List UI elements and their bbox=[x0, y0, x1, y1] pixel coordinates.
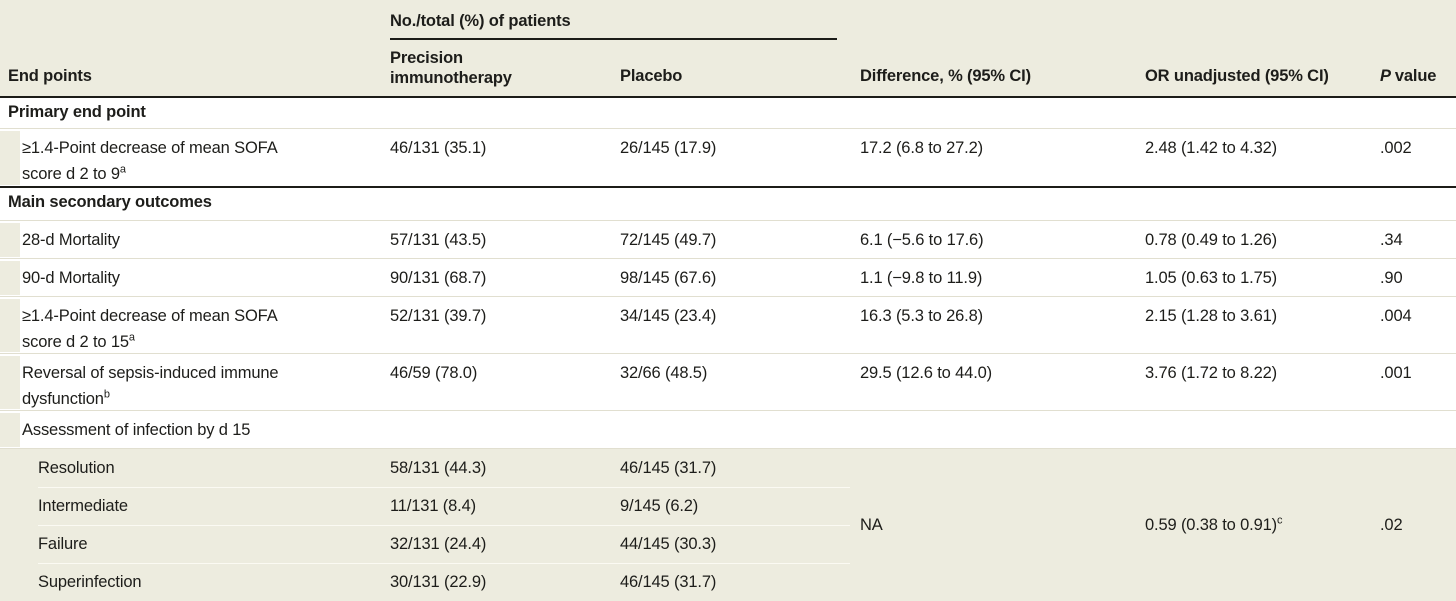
merged-cell-difference: NA bbox=[860, 516, 883, 534]
column-header-precision: Precision immunotherapy bbox=[390, 48, 512, 88]
row-indent-shade bbox=[0, 413, 20, 447]
endpoint-label: 28-d Mortality bbox=[22, 231, 120, 249]
data-row-mortality28: 28-d Mortality 57/131 (43.5) 72/145 (49.… bbox=[0, 220, 1456, 258]
spanner-underline bbox=[390, 38, 837, 40]
data-row-resolution: Resolution 58/131 (44.3) 46/145 (31.7) bbox=[0, 449, 1456, 487]
cell-precision: 32/131 (24.4) bbox=[390, 535, 487, 553]
endpoint-sublabel: Resolution bbox=[38, 459, 115, 477]
section-row-primary: Primary end point bbox=[0, 98, 1456, 128]
assessment-subtable: Resolution 58/131 (44.3) 46/145 (31.7) I… bbox=[0, 448, 1456, 601]
cell-difference: 17.2 (6.8 to 27.2) bbox=[860, 139, 983, 157]
column-header-endpoints: End points bbox=[8, 67, 92, 86]
cell-placebo: 46/145 (31.7) bbox=[620, 459, 717, 477]
cell-placebo: 9/145 (6.2) bbox=[620, 497, 699, 515]
section-row-secondary: Main secondary outcomes bbox=[0, 188, 1456, 220]
cell-precision: 90/131 (68.7) bbox=[390, 269, 487, 287]
row-indent-shade bbox=[0, 299, 20, 352]
spanner-header: No./total (%) of patients bbox=[390, 12, 571, 30]
footnote-marker-c: c bbox=[1277, 514, 1283, 527]
cell-difference: 1.1 (−9.8 to 11.9) bbox=[860, 269, 983, 287]
footnote-marker-a: a bbox=[119, 163, 126, 176]
cell-pvalue: .004 bbox=[1380, 307, 1412, 325]
data-row-failure: Failure 32/131 (24.4) 44/145 (30.3) bbox=[0, 525, 1456, 563]
data-row-reversal: Reversal of sepsis-induced immune dysfun… bbox=[0, 353, 1456, 410]
row-indent-shade bbox=[0, 261, 20, 295]
data-row-sofa15: ≥1.4-Point decrease of mean SOFA score d… bbox=[0, 296, 1456, 353]
cell-or: 0.78 (0.49 to 1.26) bbox=[1145, 231, 1277, 249]
cell-difference: 16.3 (5.3 to 26.8) bbox=[860, 307, 983, 325]
merged-cell-pvalue: .02 bbox=[1380, 516, 1403, 534]
cell-precision: 30/131 (22.9) bbox=[390, 573, 487, 591]
row-indent-shade bbox=[0, 356, 20, 409]
cell-pvalue: .34 bbox=[1380, 231, 1403, 249]
cell-placebo: 32/66 (48.5) bbox=[620, 364, 708, 382]
column-header-difference: Difference, % (95% CI) bbox=[860, 67, 1031, 86]
data-row-superinfection: Superinfection 30/131 (22.9) 46/145 (31.… bbox=[0, 563, 1456, 601]
endpoint-sublabel: Superinfection bbox=[38, 573, 142, 591]
cell-pvalue: .001 bbox=[1380, 364, 1412, 382]
cell-precision: 46/59 (78.0) bbox=[390, 364, 478, 382]
cell-placebo: 26/145 (17.9) bbox=[620, 139, 717, 157]
endpoint-label-text: ≥1.4-Point decrease of mean SOFA score d… bbox=[22, 307, 277, 351]
data-row-mortality90: 90-d Mortality 90/131 (68.7) 98/145 (67.… bbox=[0, 258, 1456, 296]
cell-placebo: 44/145 (30.3) bbox=[620, 535, 717, 553]
pvalue-rest: value bbox=[1394, 67, 1437, 86]
cell-or: 3.76 (1.72 to 8.22) bbox=[1145, 364, 1277, 382]
endpoint-sublabel: Failure bbox=[38, 535, 88, 553]
endpoint-label: ≥1.4-Point decrease of mean SOFA score d… bbox=[22, 135, 302, 187]
cell-placebo: 34/145 (23.4) bbox=[620, 307, 717, 325]
cell-precision: 11/131 (8.4) bbox=[390, 497, 476, 515]
footnote-marker-a: a bbox=[128, 331, 136, 344]
endpoint-label-text: ≥1.4-Point decrease of mean SOFA score d… bbox=[22, 139, 277, 183]
cell-precision: 58/131 (44.3) bbox=[390, 459, 487, 477]
footnote-marker-b: b bbox=[103, 388, 110, 401]
cell-precision: 52/131 (39.7) bbox=[390, 307, 487, 325]
row-indent-shade bbox=[0, 131, 20, 185]
pvalue-italic-p: P bbox=[1380, 67, 1391, 86]
cell-or: 2.48 (1.42 to 4.32) bbox=[1145, 139, 1277, 157]
cell-precision: 57/131 (43.5) bbox=[390, 231, 487, 249]
endpoint-label-text: Reversal of sepsis-induced immune dysfun… bbox=[22, 364, 279, 408]
cell-pvalue: .002 bbox=[1380, 139, 1412, 157]
section-title: Main secondary outcomes bbox=[8, 193, 212, 211]
cell-difference: 6.1 (−5.6 to 17.6) bbox=[860, 231, 984, 249]
cell-placebo: 72/145 (49.7) bbox=[620, 231, 717, 249]
endpoint-label: ≥1.4-Point decrease of mean SOFA score d… bbox=[22, 303, 302, 355]
cell-or: 2.15 (1.28 to 3.61) bbox=[1145, 307, 1277, 325]
cell-or: 1.05 (0.63 to 1.75) bbox=[1145, 269, 1277, 287]
table-header: No./total (%) of patients End points Pre… bbox=[0, 0, 1456, 98]
cell-placebo: 46/145 (31.7) bbox=[620, 573, 717, 591]
endpoint-label: Assessment of infection by d 15 bbox=[22, 421, 251, 439]
cell-precision: 46/131 (35.1) bbox=[390, 139, 487, 157]
cell-placebo: 98/145 (67.6) bbox=[620, 269, 717, 287]
column-header-or: OR unadjusted (95% CI) bbox=[1145, 67, 1329, 86]
endpoint-label: 90-d Mortality bbox=[22, 269, 120, 287]
row-indent-shade bbox=[0, 223, 20, 257]
cell-pvalue: .90 bbox=[1380, 269, 1403, 287]
data-row-sofa9: ≥1.4-Point decrease of mean SOFA score d… bbox=[0, 128, 1456, 188]
section-title: Primary end point bbox=[8, 103, 146, 121]
merged-or-text: 0.59 (0.38 to 0.91) bbox=[1145, 516, 1277, 534]
endpoint-label: Reversal of sepsis-induced immune dysfun… bbox=[22, 360, 302, 412]
column-header-placebo: Placebo bbox=[620, 67, 683, 86]
data-row-intermediate: Intermediate 11/131 (8.4) 9/145 (6.2) bbox=[0, 487, 1456, 525]
data-row-assessment: Assessment of infection by d 15 bbox=[0, 410, 1456, 448]
merged-cell-or: 0.59 (0.38 to 0.91)c bbox=[1145, 512, 1283, 538]
cell-difference: 29.5 (12.6 to 44.0) bbox=[860, 364, 992, 382]
endpoint-sublabel: Intermediate bbox=[38, 497, 128, 515]
